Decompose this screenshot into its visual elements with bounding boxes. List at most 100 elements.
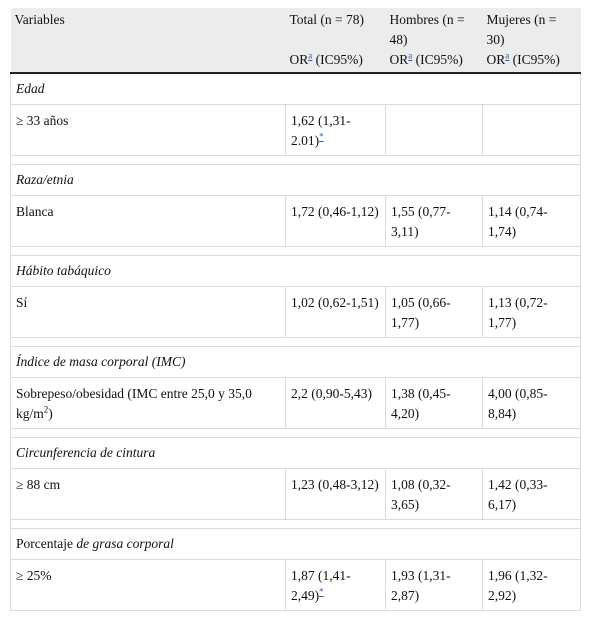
value-cell: 1,62 (1,31-2.01)* — [285, 104, 386, 156]
value-text: 1,08 (0,32-3,65) — [391, 477, 451, 512]
header-cell: Mujeres (n = 30) — [482, 8, 581, 50]
header-cell: Total (n = 78) — [285, 8, 386, 50]
value-text: 1,87 (1,41-2,49) — [291, 568, 351, 603]
footnote-mark: a — [308, 51, 312, 61]
section-row: Circunferencia de cintura — [10, 437, 581, 469]
spacer-row — [10, 519, 581, 529]
section-name: Circunferencia de cintura — [16, 445, 156, 460]
section-name: Edad — [16, 81, 45, 96]
value-cell — [482, 104, 581, 156]
value-text: 1,38 (0,45-4,20) — [391, 386, 451, 421]
footnote-mark: * — [319, 132, 324, 142]
data-row: ≥ 25% 1,87 (1,41-2,49)* 1,93 (1,31-2,87) 1,… — [10, 559, 581, 611]
label-text: Blanca — [16, 204, 54, 219]
value-cell: 1,13 (0,72-1,77) — [482, 286, 581, 338]
header-cell: ORa (IC95%) — [385, 50, 483, 74]
row-label: ≥ 25% — [10, 559, 286, 611]
row-label: Sí — [10, 286, 286, 338]
section-title: Índice de masa corporal (IMC) — [10, 346, 581, 378]
header-cell: ORa (IC95%) — [482, 50, 581, 74]
value-text: 1,62 (1,31-2.01) — [291, 113, 351, 148]
section-title: Edad — [10, 72, 581, 105]
measure-label: OR — [486, 52, 506, 67]
header-cell — [10, 50, 286, 74]
section-title: Raza/etnia — [10, 164, 581, 196]
footnote-link[interactable]: a — [308, 50, 313, 61]
label-sup: 2 — [43, 404, 49, 415]
value-text: 1,23 (0,48-3,12) — [291, 477, 379, 492]
footnote-link[interactable]: a — [505, 50, 510, 61]
label-text: ≥ 33 años — [16, 113, 69, 128]
header-row: ORa (IC95%) ORa (IC95%) ORa (IC95%) — [10, 50, 581, 74]
data-row: ≥ 33 años 1,62 (1,31-2.01)* — [10, 104, 581, 156]
section-row: Edad — [10, 72, 581, 105]
spacer-row — [10, 246, 581, 256]
section-prefix: Porcentaje — [16, 536, 73, 551]
data-row: Sí 1,02 (0,62-1,51) 1,05 (0,66-1,77) 1,13 (… — [10, 286, 581, 338]
header-cell: Variables — [10, 8, 286, 50]
value-cell — [385, 104, 483, 156]
column-title: Hombres (n = 48) — [389, 12, 465, 47]
value-cell: 1,08 (0,32-3,65) — [385, 468, 483, 520]
spacer-cell — [10, 428, 581, 438]
value-cell: 1,42 (0,33-6,17) — [482, 468, 581, 520]
value-text: 1,72 (0,46-1,12) — [291, 204, 379, 219]
row-label: Sobrepeso/obesidad (IMC entre 25,0 y 35,… — [10, 377, 286, 429]
value-text: 1,42 (0,33-6,17) — [488, 477, 548, 512]
results-table: Variables Total (n = 78) Hombres (n = 48) M… — [10, 8, 581, 611]
footnote-mark: a — [505, 51, 509, 61]
value-text: 4,00 (0,85-8,84) — [488, 386, 548, 421]
spacer-cell — [10, 155, 581, 165]
header-row: Variables Total (n = 78) Hombres (n = 48) M… — [10, 8, 581, 50]
row-label: ≥ 33 años — [10, 104, 286, 156]
label-text: Sí — [16, 295, 28, 310]
section-row: Hábito tabáquico — [10, 255, 581, 287]
table-body: Edad ≥ 33 años 1,62 (1,31-2.01)* Raza/etnia… — [10, 72, 581, 611]
header-cell: Hombres (n = 48) — [385, 8, 483, 50]
measure-ci: (IC95%) — [315, 52, 363, 67]
row-label: ≥ 88 cm — [10, 468, 286, 520]
column-title: Total (n = 78) — [289, 12, 365, 27]
value-cell: 1,72 (0,46-1,12) — [285, 195, 386, 247]
footnote-mark: * — [319, 587, 324, 597]
spacer-cell — [10, 337, 581, 347]
value-cell: 1,05 (0,66-1,77) — [385, 286, 483, 338]
spacer-row — [10, 155, 581, 165]
section-title: Porcentaje de grasa corporal — [10, 528, 581, 560]
section-name: de grasa corporal — [76, 536, 174, 551]
section-name: Raza/etnia — [16, 172, 74, 187]
label-text: Sobrepeso/obesidad (IMC entre 25,0 y 35,… — [16, 386, 252, 421]
label-end: ) — [48, 406, 53, 421]
value-cell: 4,00 (0,85-8,84) — [482, 377, 581, 429]
label-text: ≥ 25% — [16, 568, 52, 583]
header-cell: ORa (IC95%) — [285, 50, 386, 74]
spacer-row — [10, 337, 581, 347]
measure-label: OR — [389, 52, 409, 67]
value-cell: 1,23 (0,48-3,12) — [285, 468, 386, 520]
value-cell: 1,38 (0,45-4,20) — [385, 377, 483, 429]
data-row: Blanca 1,72 (0,46-1,12) 1,55 (0,77-3,11) 1,… — [10, 195, 581, 247]
footnote-link[interactable]: * — [319, 586, 324, 597]
section-row: Porcentaje de grasa corporal — [10, 528, 581, 560]
value-cell: 2,2 (0,90-5,43) — [285, 377, 386, 429]
value-text: 1,55 (0,77-3,11) — [391, 204, 451, 239]
table-header: Variables Total (n = 78) Hombres (n = 48) M… — [10, 8, 581, 74]
value-text: 1,93 (1,31-2,87) — [391, 568, 451, 603]
measure-ci: (IC95%) — [415, 52, 463, 67]
footnote-link[interactable]: * — [319, 131, 324, 142]
value-text: 1,96 (1,32-2,92) — [488, 568, 548, 603]
measure-label: OR — [289, 52, 309, 67]
footnote-link[interactable]: a — [408, 50, 413, 61]
measure-ci: (IC95%) — [512, 52, 560, 67]
column-title: Mujeres (n = 30) — [486, 12, 557, 47]
value-cell: 1,96 (1,32-2,92) — [482, 559, 581, 611]
data-row: Sobrepeso/obesidad (IMC entre 25,0 y 35,… — [10, 377, 581, 429]
value-text: 1,05 (0,66-1,77) — [391, 295, 451, 330]
section-row: Índice de masa corporal (IMC) — [10, 346, 581, 378]
section-name: Hábito tabáquico — [16, 263, 111, 278]
value-cell: 1,87 (1,41-2,49)* — [285, 559, 386, 611]
value-text: 1,02 (0,62-1,51) — [291, 295, 379, 310]
spacer-row — [10, 428, 581, 438]
value-cell: 1,93 (1,31-2,87) — [385, 559, 483, 611]
